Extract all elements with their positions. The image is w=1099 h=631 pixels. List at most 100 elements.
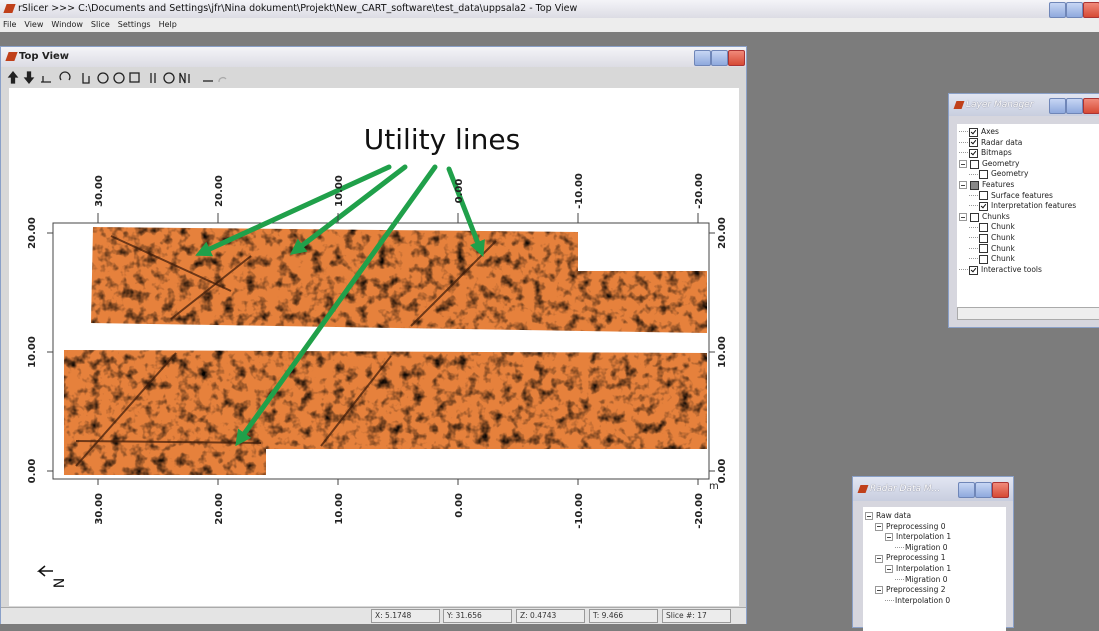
- y-axis-label-right: 10.00: [717, 336, 728, 368]
- tree-row[interactable]: Chunk: [957, 222, 1099, 233]
- horizontal-scrollbar[interactable]: [957, 307, 1099, 320]
- tree-row[interactable]: Surface features: [957, 191, 1099, 202]
- checkbox[interactable]: [969, 138, 978, 147]
- expander[interactable]: [865, 512, 873, 520]
- tree-row[interactable]: Interactive tools: [957, 265, 1099, 276]
- tool-level[interactable]: [41, 76, 51, 82]
- tree-row[interactable]: Migration 0: [863, 575, 1006, 586]
- checkbox[interactable]: [979, 255, 988, 264]
- checkbox[interactable]: [970, 181, 979, 190]
- annotation-text: Utility lines: [364, 123, 520, 156]
- tree-row[interactable]: Chunk: [957, 254, 1099, 265]
- tree-row[interactable]: Features: [957, 180, 1099, 191]
- expander[interactable]: [959, 160, 967, 168]
- tool-view[interactable]: [164, 73, 174, 83]
- tool-down[interactable]: [25, 72, 33, 83]
- tool-zoom-in[interactable]: [98, 73, 108, 83]
- x-axis-label-top: 10.00: [334, 175, 345, 207]
- close-button[interactable]: [1083, 2, 1099, 18]
- tree-row[interactable]: Preprocessing 0: [863, 522, 1006, 533]
- expander[interactable]: [875, 523, 883, 531]
- tree-row[interactable]: Chunk: [957, 233, 1099, 244]
- tree-row[interactable]: Axes: [957, 127, 1099, 138]
- expander[interactable]: [959, 181, 967, 189]
- tool-slice[interactable]: [151, 73, 155, 83]
- window-icon: [5, 52, 17, 61]
- maximize-button[interactable]: [711, 50, 728, 66]
- status-field: T: 9.466: [589, 609, 658, 623]
- tree-connector: [969, 227, 978, 229]
- tool-north[interactable]: [180, 73, 189, 83]
- checkbox[interactable]: [979, 202, 988, 211]
- minimize-button[interactable]: [1049, 2, 1066, 18]
- tree-row[interactable]: Interpretation features: [957, 201, 1099, 212]
- maximize-button[interactable]: [975, 482, 992, 498]
- x-axis-label-bottom: 0.00: [454, 493, 465, 518]
- minimize-button[interactable]: [958, 482, 975, 498]
- menu-item[interactable]: Help: [159, 18, 177, 32]
- menu-item[interactable]: View: [24, 18, 43, 32]
- tree-label: Interpretation features: [991, 201, 1076, 212]
- north-label: N: [52, 578, 68, 588]
- tree-row[interactable]: Interpolation 1: [863, 564, 1006, 575]
- tool-rotate[interactable]: [60, 72, 70, 80]
- checkbox[interactable]: [970, 213, 979, 222]
- menu-item[interactable]: Slice: [91, 18, 110, 32]
- menu-item[interactable]: File: [3, 18, 16, 32]
- tree-row[interactable]: Preprocessing 2: [863, 585, 1006, 596]
- x-axis-label-bottom: -10.00: [574, 493, 585, 529]
- tree-row[interactable]: Interpolation 1: [863, 532, 1006, 543]
- maximize-button[interactable]: [1066, 2, 1083, 18]
- close-button[interactable]: [1083, 98, 1099, 114]
- y-axis-label-right: 0.00: [717, 459, 728, 484]
- expander[interactable]: [885, 533, 893, 541]
- tree-connector: [959, 131, 968, 133]
- expander[interactable]: [885, 565, 893, 573]
- tree-label: Migration 0: [905, 575, 948, 586]
- checkbox[interactable]: [979, 244, 988, 253]
- tool-zoom-out[interactable]: [114, 73, 124, 83]
- layer-manager-title: Layer Manager: [966, 100, 1033, 110]
- tree-row[interactable]: Migration 0: [863, 543, 1006, 554]
- menu-item[interactable]: Settings: [118, 18, 151, 32]
- tree-connector: [969, 195, 978, 197]
- checkbox[interactable]: [969, 128, 978, 137]
- checkbox[interactable]: [969, 149, 978, 158]
- checkbox[interactable]: [979, 234, 988, 243]
- checkbox[interactable]: [979, 191, 988, 200]
- x-axis-label-top: 30.00: [94, 175, 105, 207]
- checkbox[interactable]: [979, 170, 988, 179]
- tree-label: Interpolation 1: [896, 532, 951, 543]
- layer-manager-title-bar: Layer Manager: [949, 94, 1099, 116]
- expander[interactable]: [875, 555, 883, 563]
- tree-row[interactable]: Radar data: [957, 138, 1099, 149]
- checkbox[interactable]: [970, 160, 979, 169]
- tree-row[interactable]: Interpolation 0: [863, 596, 1006, 607]
- checkbox[interactable]: [969, 266, 978, 275]
- tree-row[interactable]: Chunk: [957, 244, 1099, 255]
- minimize-button[interactable]: [1049, 98, 1066, 114]
- tool-fit[interactable]: [130, 73, 139, 82]
- tree-connector: [969, 258, 978, 260]
- checkbox[interactable]: [979, 223, 988, 232]
- tool-up[interactable]: [9, 72, 17, 83]
- tool-pan[interactable]: [83, 73, 89, 83]
- tree-row[interactable]: Bitmaps: [957, 148, 1099, 159]
- close-button[interactable]: [992, 482, 1009, 498]
- tree-label: Bitmaps: [981, 148, 1012, 159]
- minimize-button[interactable]: [694, 50, 711, 66]
- tree-row[interactable]: Geometry: [957, 169, 1099, 180]
- tree-row[interactable]: Geometry: [957, 159, 1099, 170]
- maximize-button[interactable]: [1066, 98, 1083, 114]
- tree-row[interactable]: Chunks: [957, 212, 1099, 223]
- close-button[interactable]: [728, 50, 745, 66]
- tree-row[interactable]: Preprocessing 1: [863, 553, 1006, 564]
- tree-label: Interpolation 1: [896, 564, 951, 575]
- expander[interactable]: [875, 586, 883, 594]
- tree-row[interactable]: Raw data: [863, 511, 1006, 522]
- tree-label: Chunk: [991, 222, 1015, 233]
- menu-item[interactable]: Window: [51, 18, 83, 32]
- expander[interactable]: [959, 213, 967, 221]
